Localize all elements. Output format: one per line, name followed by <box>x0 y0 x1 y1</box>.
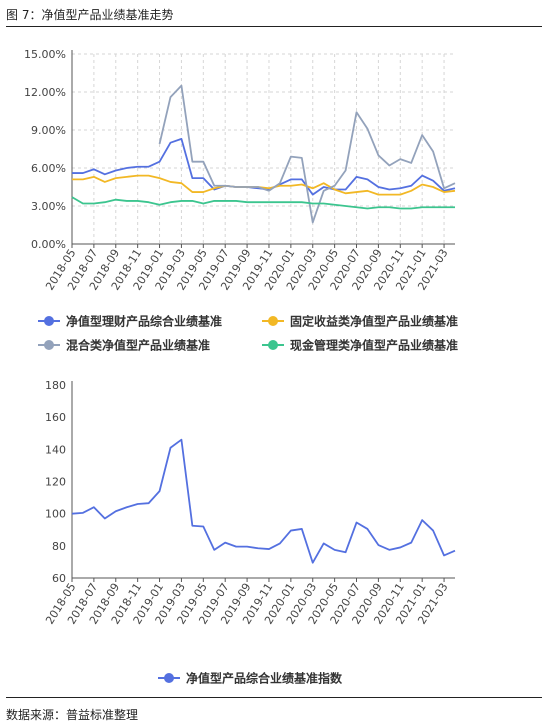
data-source: 数据来源：普益标准整理 <box>6 708 139 722</box>
y-tick-label: 12.00% <box>24 86 66 99</box>
legend-label: 净值型理财产品综合业绩基准 <box>66 314 222 329</box>
y-tick-label: 120 <box>45 476 66 489</box>
series-line-3 <box>158 84 456 224</box>
legend-label: 净值型产品综合业绩基准指数 <box>186 671 343 686</box>
y-tick-label: 80 <box>52 540 66 553</box>
legend-item-2: 固定收益类净值型产品业绩基准 <box>262 314 458 329</box>
y-tick-label: 15.00% <box>24 48 66 61</box>
y-tick-label: 160 <box>45 411 66 424</box>
y-tick-label: 0.00% <box>31 238 66 251</box>
y-tick-label: 9.00% <box>31 124 66 137</box>
chart-benchmark-index: 60801001201401601802018-052018-072018-09… <box>43 379 456 686</box>
series-line-4 <box>71 196 455 210</box>
legend-swatch-marker <box>44 316 54 326</box>
legend-swatch-marker <box>164 673 174 683</box>
series-line-1 <box>72 137 456 196</box>
series-line-2 <box>72 174 456 196</box>
bottom-rule <box>6 697 542 698</box>
legend-swatch-marker <box>268 316 278 326</box>
legend-item-3: 混合类净值型产品业绩基准 <box>38 338 210 353</box>
legend-item-4: 现金管理类净值型产品业绩基准 <box>262 338 458 353</box>
legend-label: 现金管理类净值型产品业绩基准 <box>290 338 458 353</box>
legend-item-1: 净值型产品综合业绩基准指数 <box>158 671 343 686</box>
y-tick-label: 100 <box>45 508 66 521</box>
legend-swatch-marker <box>268 340 278 350</box>
legend-item-1: 净值型理财产品综合业绩基准 <box>38 314 222 329</box>
y-tick-label: 60 <box>52 572 66 585</box>
y-tick-label: 3.00% <box>31 200 66 213</box>
y-tick-label: 140 <box>45 443 66 456</box>
y-tick-label: 180 <box>45 379 66 392</box>
series-line-1 <box>71 438 456 564</box>
chart-benchmark-trend: 0.00%3.00%6.00%9.00%12.00%15.00%2018-052… <box>24 48 458 353</box>
figure-title: 图 7：净值型产品业绩基准走势 <box>6 8 174 22</box>
legend-label: 混合类净值型产品业绩基准 <box>66 338 210 353</box>
top-rule <box>6 26 542 27</box>
y-tick-label: 6.00% <box>31 162 66 175</box>
legend-label: 固定收益类净值型产品业绩基准 <box>290 314 458 329</box>
legend-swatch-marker <box>44 340 54 350</box>
